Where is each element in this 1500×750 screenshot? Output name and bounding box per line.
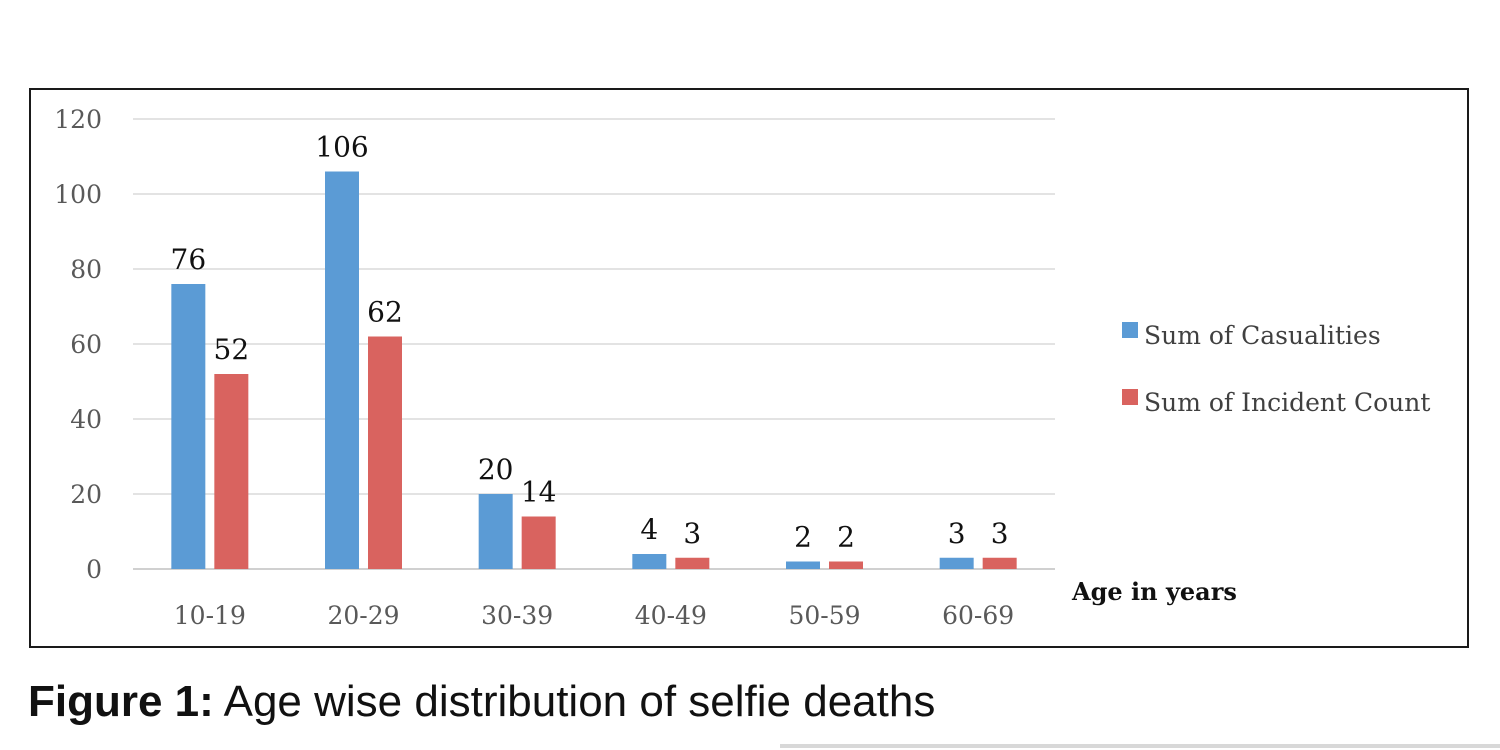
data-label: 62 [367, 296, 403, 329]
data-label: 20 [478, 453, 514, 486]
bottom-rule [0, 744, 1500, 748]
y-tick-label: 80 [70, 255, 102, 284]
bar-casualities [786, 561, 820, 569]
y-tick-label: 120 [54, 105, 102, 134]
bar-incident-count [829, 561, 863, 569]
legend-swatch [1122, 322, 1138, 338]
x-tick-label: 60-69 [942, 601, 1014, 630]
data-label: 14 [521, 476, 557, 509]
legend-swatch [1122, 389, 1138, 405]
bar-incident-count [368, 336, 402, 569]
x-tick-label: 40-49 [635, 601, 707, 630]
data-label: 52 [214, 333, 250, 366]
x-axis-title: Age in years [1071, 577, 1237, 606]
x-tick-label: 10-19 [174, 601, 246, 630]
x-tick-label: 30-39 [481, 601, 553, 630]
y-tick-label: 20 [70, 480, 102, 509]
chart-frame [29, 88, 1469, 648]
bar-casualities [632, 554, 667, 569]
y-tick-label: 40 [70, 405, 102, 434]
data-label: 3 [683, 517, 701, 550]
bar-incident-count [675, 557, 710, 569]
data-label: 3 [991, 517, 1009, 550]
y-tick-label: 60 [70, 330, 102, 359]
y-tick-label: 0 [86, 555, 102, 584]
caption-text: Age wise distribution of selfie deaths [213, 677, 936, 726]
bar-casualities [478, 494, 513, 569]
bar-casualities [171, 284, 206, 569]
y-axis-ticks: 0 20 40 60 80 100 120 [54, 105, 102, 584]
bar-incident-count [521, 516, 556, 569]
bar-incident-count [214, 374, 249, 569]
bar-casualities [325, 171, 359, 569]
bars [171, 171, 1017, 569]
x-axis-ticks: 10-19 20-29 30-39 40-49 50-59 60-69 [174, 601, 1014, 630]
grid-lines [133, 118, 1055, 570]
figure-caption: Figure 1: Age wise distribution of selfi… [28, 677, 935, 727]
data-label: 2 [794, 521, 812, 554]
legend-label: Sum of Casualities [1144, 321, 1381, 350]
legend-label: Sum of Incident Count [1144, 388, 1430, 417]
legend: Sum of Casualities Sum of Incident Count [1122, 321, 1430, 417]
data-label: 2 [837, 521, 855, 554]
y-tick-label: 100 [54, 180, 102, 209]
caption-label: Figure 1: [28, 677, 214, 726]
data-label: 106 [315, 131, 368, 164]
bar-casualities [939, 557, 974, 569]
data-label: 76 [171, 243, 207, 276]
bar-incident-count [982, 557, 1017, 569]
data-label: 4 [640, 513, 658, 546]
x-tick-label: 20-29 [327, 601, 399, 630]
data-label: 3 [948, 517, 966, 550]
x-tick-label: 50-59 [788, 601, 860, 630]
